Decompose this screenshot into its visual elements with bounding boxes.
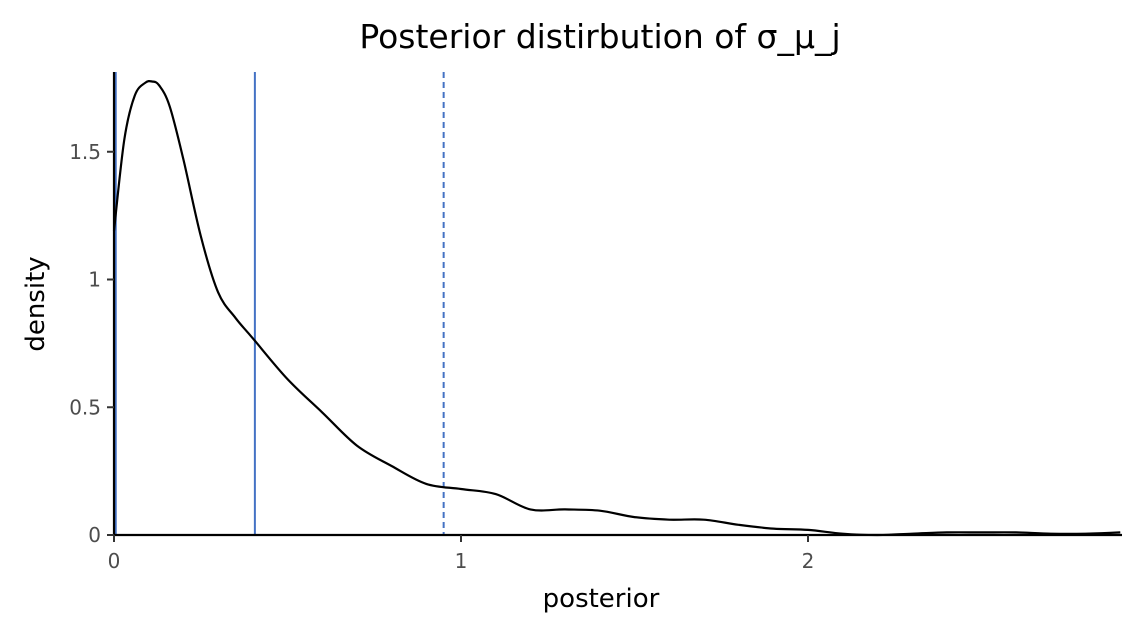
reference-lines	[114, 72, 445, 535]
y-tick-label-1: 0.5	[69, 395, 101, 419]
x-tick-label-2: 2	[802, 549, 815, 573]
y-tick-label-2: 1	[88, 268, 101, 292]
series-lines	[112, 80, 1121, 537]
y-ticks: 0 0.5 1 1.5	[69, 140, 114, 547]
y-tick-label-3: 1.5	[69, 140, 101, 164]
x-tick-label-1: 1	[455, 549, 468, 573]
y-axis-label: density	[21, 256, 51, 351]
density-curve-0	[112, 80, 1121, 537]
y-tick-label-0: 0	[88, 523, 101, 547]
x-ticks: 0 1 2	[108, 535, 815, 573]
chart-title: Posterior distirbution of σ_μ_j	[359, 17, 840, 56]
x-axis-label: posterior	[543, 584, 660, 614]
x-tick-label-0: 0	[108, 549, 121, 573]
